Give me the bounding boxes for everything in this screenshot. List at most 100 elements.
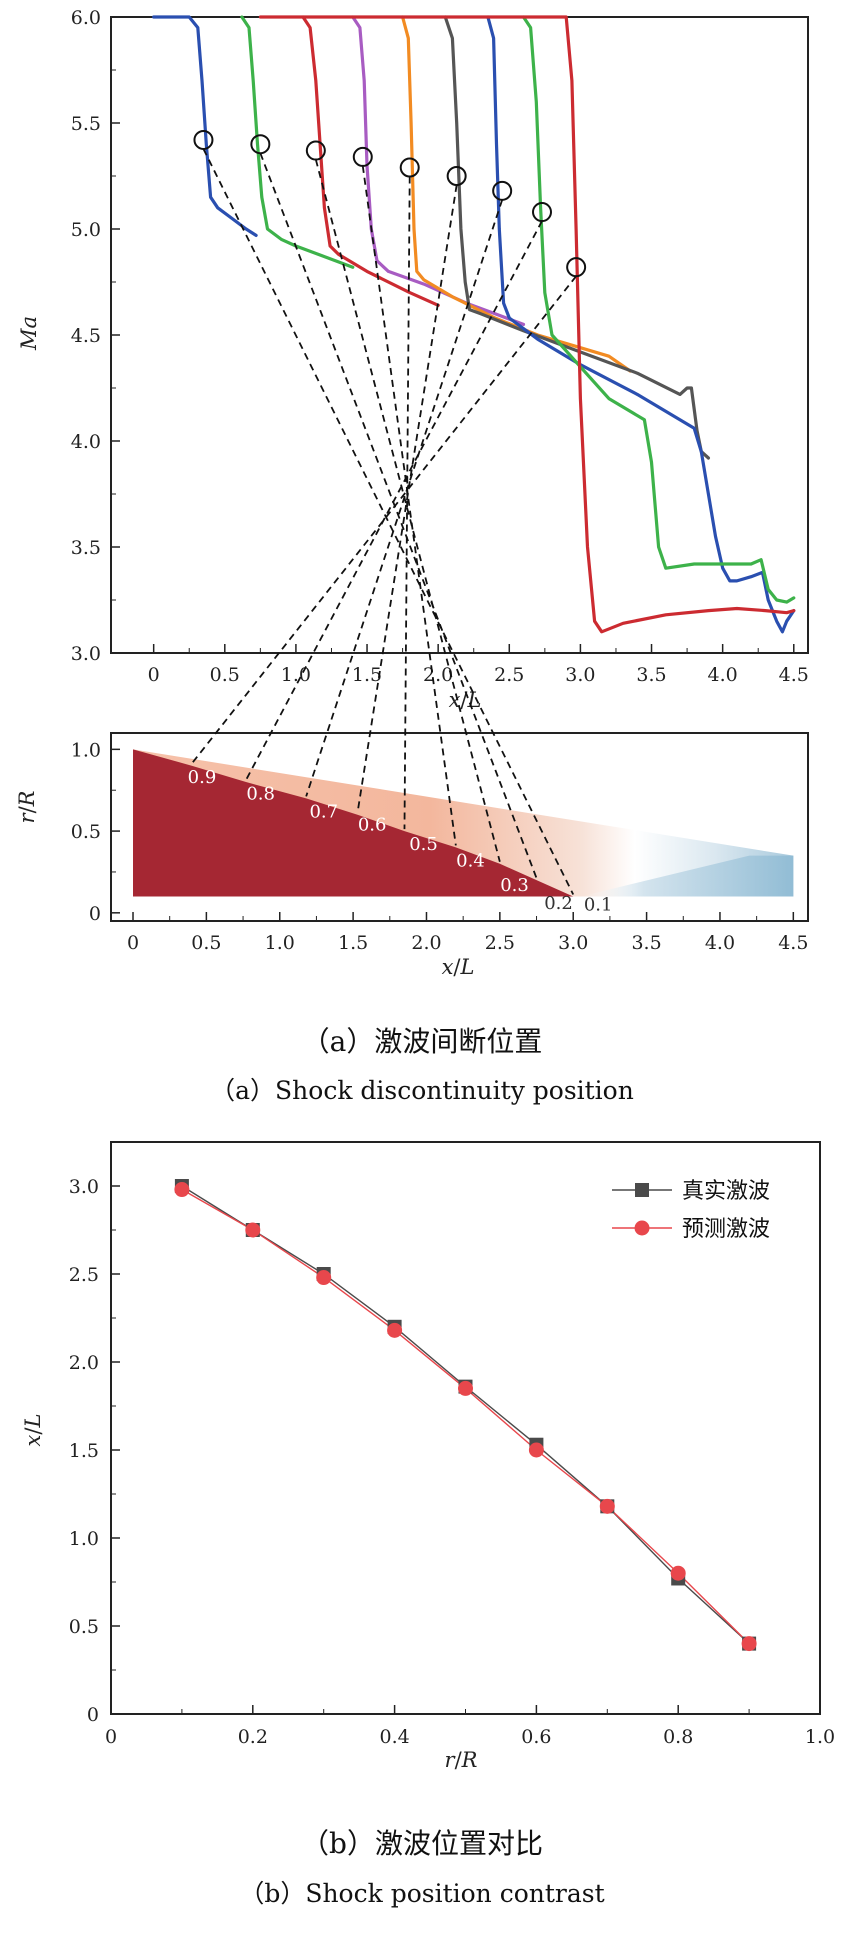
ma-series-line-8 bbox=[521, 15, 796, 604]
legend-label: 真实激波 bbox=[682, 1179, 770, 1204]
ma-chart: 0 0.5 1.0 1.5 2.0 2.5 3.0 3.5 4.0 4.5 3.0 3.5 4.0 4.5… bbox=[17, 7, 809, 712]
contour-level-label: 0.9 bbox=[188, 767, 217, 788]
series-line-predicted-shock bbox=[181, 1188, 750, 1645]
contour-x-tick-label: 4.5 bbox=[778, 932, 808, 954]
caption-a-cn: （a）激波间断位置 bbox=[302, 1025, 543, 1058]
contour-x-tick-label: 0.5 bbox=[191, 932, 221, 954]
ma-x-tick-label: 2.0 bbox=[423, 664, 453, 686]
contour-level-label: 0.5 bbox=[409, 834, 438, 855]
shock-link-line bbox=[361, 165, 457, 846]
ma-series-line-1 bbox=[152, 15, 258, 237]
caption-b-cn: （b）激波位置对比 bbox=[301, 1827, 543, 1860]
contour-y-axis-label: r/R bbox=[15, 790, 39, 823]
shock-link-line bbox=[314, 159, 501, 863]
ma-y-tick-label: 5.0 bbox=[71, 219, 101, 241]
contour-level-label: 0.4 bbox=[456, 851, 485, 872]
shock-marker bbox=[193, 129, 214, 150]
predicted-shock-point bbox=[316, 1270, 332, 1286]
ma-y-tick-label: 5.5 bbox=[71, 113, 101, 135]
shock-link-line bbox=[202, 148, 575, 895]
ma-series-line-3 bbox=[301, 15, 440, 307]
contour-y-tick-label: 1.0 bbox=[71, 739, 101, 761]
legend-circle-marker bbox=[634, 1220, 650, 1236]
contour-y-tick-label: 0 bbox=[89, 903, 101, 925]
comparison-y-tick-label: 0.5 bbox=[69, 1616, 99, 1638]
ma-x-tick-label: 3.0 bbox=[565, 664, 595, 686]
ma-x-tick-label: 1.0 bbox=[281, 664, 311, 686]
ma-x-tick-label: 1.5 bbox=[352, 664, 382, 686]
contour-level-label: 0.8 bbox=[246, 783, 275, 804]
ma-series-line-2 bbox=[240, 15, 355, 269]
shock-marker bbox=[352, 146, 373, 167]
series-line-true-shock bbox=[181, 1185, 750, 1645]
shock-link-line bbox=[245, 220, 543, 781]
shock-region bbox=[133, 749, 574, 897]
predicted-shock-point bbox=[174, 1182, 190, 1198]
ma-x-tick-label: 4.5 bbox=[779, 664, 809, 686]
contour-plot-frame bbox=[110, 732, 809, 922]
ma-y-tick-label: 3.0 bbox=[71, 643, 101, 665]
ma-x-tick-label: 0.5 bbox=[210, 664, 240, 686]
caption-a-en: （a）Shock discontinuity position bbox=[210, 1076, 634, 1105]
predicted-shock-point bbox=[599, 1498, 615, 1514]
ma-series-line-5 bbox=[401, 15, 632, 373]
comparison-x-tick-label: 0.6 bbox=[521, 1726, 551, 1748]
shock-link-line bbox=[259, 152, 538, 879]
predicted-shock-point bbox=[387, 1322, 403, 1338]
contour-level-label: 0.1 bbox=[584, 895, 613, 916]
comparison-y-tick-label: 2.0 bbox=[69, 1352, 99, 1374]
ma-y-axis-label: Ma bbox=[17, 316, 41, 351]
contour-x-tick-label: 1.5 bbox=[338, 932, 368, 954]
contour-x-tick-label: 2.0 bbox=[411, 932, 441, 954]
ma-x-tick-label: 4.0 bbox=[708, 664, 738, 686]
contour-x-tick-label: 0 bbox=[127, 932, 139, 954]
contour-x-tick-label: 2.5 bbox=[485, 932, 515, 954]
contour-x-tick-label: 1.0 bbox=[265, 932, 295, 954]
comparison-y-tick-label: 2.5 bbox=[69, 1264, 99, 1286]
contour-level-label: 0.3 bbox=[500, 875, 529, 896]
contour-x-tick-label: 3.0 bbox=[558, 932, 588, 954]
predicted-shock-point bbox=[458, 1380, 473, 1396]
shock-link-line bbox=[403, 176, 411, 830]
contour-x-tick-label: 4.0 bbox=[705, 932, 735, 954]
comparison-y-tick-label: 0 bbox=[87, 1704, 99, 1726]
shock-link-line bbox=[305, 199, 504, 797]
shock-link-line bbox=[190, 275, 577, 765]
ma-x-tick-label: 2.5 bbox=[494, 664, 524, 686]
ma-plot-frame bbox=[110, 16, 809, 654]
contour-plot: 0 0.5 1.0 1.5 2.0 2.5 3.0 3.5 4.0 4.5 0 0.5 1.0 0.9 0… bbox=[15, 732, 809, 979]
ma-x-tick-label: 0 bbox=[148, 664, 160, 686]
ma-y-tick-label: 6.0 bbox=[71, 7, 101, 29]
ma-y-tick-label: 4.0 bbox=[71, 431, 101, 453]
comparison-y-tick-label: 1.5 bbox=[69, 1440, 99, 1462]
contour-level-label: 0.2 bbox=[544, 893, 573, 914]
comparison-x-tick-label: 0 bbox=[105, 1726, 117, 1748]
contour-x-axis-label: x/L bbox=[442, 955, 475, 979]
ma-series-line-7 bbox=[486, 15, 796, 634]
contour-x-tick-label: 3.5 bbox=[631, 932, 661, 954]
comparison-x-axis-label: r/R bbox=[445, 1748, 478, 1772]
comparison-y-tick-label: 3.0 bbox=[69, 1176, 99, 1198]
legend-square-marker bbox=[635, 1183, 649, 1197]
legend-label: 预测激波 bbox=[682, 1217, 770, 1242]
ma-series-line-4 bbox=[351, 15, 526, 326]
comparison-x-tick-label: 0.4 bbox=[379, 1726, 409, 1748]
comparison-y-tick-label: 1.0 bbox=[69, 1528, 99, 1550]
predicted-shock-point bbox=[741, 1636, 757, 1652]
contour-y-tick-label: 0.5 bbox=[71, 821, 101, 843]
shock-link-line bbox=[356, 184, 458, 813]
ma-x-tick-label: 3.5 bbox=[636, 664, 666, 686]
comparison-y-axis-label: x/L bbox=[21, 1414, 45, 1447]
comparison-x-tick-label: 1.0 bbox=[805, 1726, 835, 1748]
shock-marker bbox=[492, 180, 513, 201]
ma-y-tick-label: 3.5 bbox=[71, 537, 101, 559]
comparison-x-tick-label: 0.2 bbox=[238, 1726, 268, 1748]
predicted-shock-point bbox=[245, 1222, 261, 1238]
shock-marker bbox=[399, 157, 420, 178]
shock-marker bbox=[250, 134, 271, 155]
predicted-shock-point bbox=[528, 1442, 544, 1458]
predicted-shock-point bbox=[670, 1565, 686, 1581]
ma-series-line-9 bbox=[258, 15, 796, 634]
